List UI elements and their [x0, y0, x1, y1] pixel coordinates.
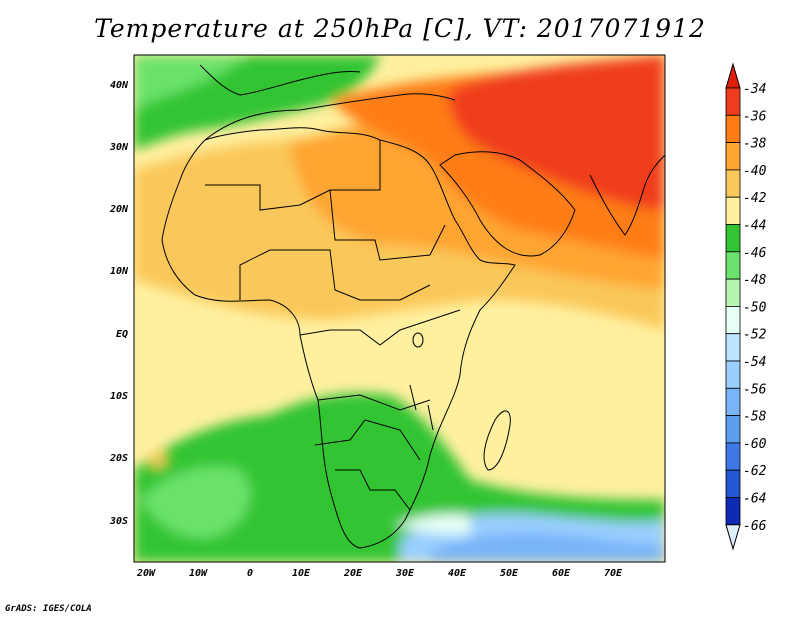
colorbar-segment	[725, 169, 741, 198]
colorbar-segment	[725, 387, 741, 416]
colorbar-segment	[725, 333, 741, 362]
map-title: Temperature at 250hPa [C], VT: 201707191…	[94, 14, 706, 43]
colorbar-label: -50	[743, 300, 767, 315]
colorbar-segment	[725, 251, 741, 280]
colorbar-label: -64	[743, 492, 766, 507]
lon-label: 20W	[136, 568, 156, 579]
colorbar-segment	[725, 360, 741, 389]
temperature-field	[134, 55, 665, 562]
lat-label: 30N	[109, 142, 129, 153]
colorbar-label: -52	[743, 328, 767, 343]
lat-label: EQ	[116, 329, 128, 340]
lat-label: 20N	[109, 204, 129, 215]
colorbar-label: -36	[743, 109, 767, 124]
colorbar-top-arrow	[725, 62, 741, 89]
colorbar-label: -46	[743, 246, 767, 261]
lat-label: 40N	[110, 80, 129, 91]
lon-label: 40E	[448, 568, 467, 579]
colorbar-segment	[725, 142, 741, 171]
credit-text: GrADS: IGES/COLA	[5, 604, 92, 614]
colorbar-segment	[725, 415, 741, 444]
colorbar-label: -34	[743, 82, 766, 97]
colorbar-bottom-arrow	[725, 524, 741, 551]
colorbar-label: -54	[743, 355, 766, 370]
lon-label: 70E	[604, 568, 623, 579]
colorbar-label: -66	[743, 519, 767, 534]
colorbar-segment	[725, 469, 741, 498]
map-frame	[133, 54, 666, 563]
colorbar-segment	[725, 305, 741, 335]
colorbar-segment	[725, 278, 741, 307]
lat-label: 30S	[109, 516, 128, 527]
colorbar: -34 -36 -38 -40 -42 -44 -46 -48 -50 -52 -54 -56 -58 -…	[725, 62, 767, 551]
lon-label: 0	[247, 568, 253, 579]
lon-label: 10W	[189, 568, 208, 579]
lon-label: 60E	[552, 568, 571, 579]
coastlines	[161, 64, 665, 549]
lon-label: 50E	[500, 568, 519, 579]
colorbar-segment	[725, 497, 741, 526]
colorbar-segment	[725, 196, 741, 225]
colorbar-label: -44	[743, 219, 766, 234]
colorbar-label: -40	[743, 164, 767, 179]
colorbar-segment	[725, 442, 741, 471]
colorbar-segment	[725, 224, 741, 253]
lat-axis: 40N 30N 20N 10N EQ 10S 20S 30S	[109, 80, 129, 527]
lon-label: 30E	[395, 568, 415, 579]
colorbar-label: -38	[743, 137, 767, 152]
colorbar-label: -62	[743, 464, 767, 479]
colorbar-segment	[725, 114, 741, 144]
colorbar-segment	[725, 87, 741, 116]
colorbar-label: -56	[743, 382, 767, 397]
lat-label: 10N	[110, 266, 129, 277]
colorbar-label: -58	[743, 410, 767, 425]
lon-label: 10E	[292, 568, 311, 579]
colorbar-label: -48	[743, 273, 767, 288]
lon-axis: 20W 10W 0 10E 20E 30E 40E 50E 60E 70E	[136, 568, 623, 579]
lat-label: 20S	[109, 453, 128, 464]
colorbar-label: -42	[743, 191, 767, 206]
colorbar-label: -60	[743, 437, 767, 452]
lon-label: 20E	[343, 568, 363, 579]
lat-label: 10S	[110, 391, 128, 402]
